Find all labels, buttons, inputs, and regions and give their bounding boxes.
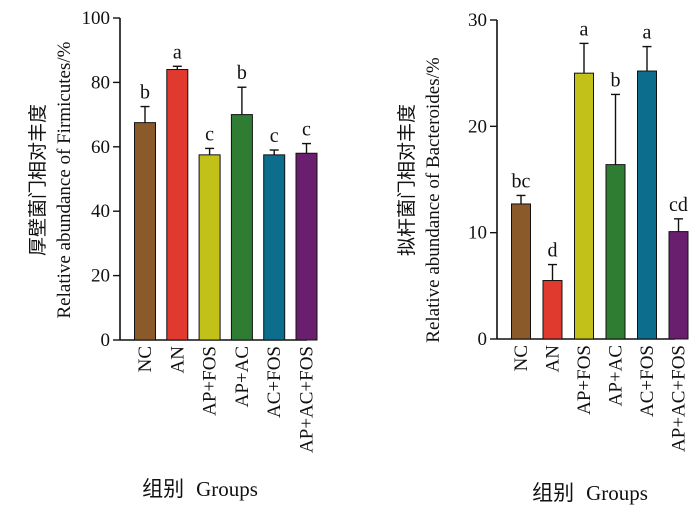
y-tick-label: 40 [91,201,110,222]
firmicutes-chart: 厚壁菌门相对丰度 Relative abundance of Firmicute… [27,8,318,501]
x-tick-label: AC+FOS [637,345,658,417]
y-tick-label: 20 [468,116,487,137]
bar-ap-ac-fos [668,231,689,340]
x-tick-label: AP+AC [606,345,627,406]
y-tick-label: 0 [478,329,488,350]
significance-label: b [140,82,150,104]
x-tick-label: AN [543,345,564,373]
y-tick-label: 30 [468,10,487,31]
x-tick-label: AP+AC+FOS [669,345,690,452]
bar-ap-ac [230,114,253,341]
significance-label: a [173,41,182,63]
chart-1-ylabel-cn: 厚壁菌门相对丰度 [27,104,49,256]
bar-ac-fos [263,154,286,341]
chart-1-xlabel-cn: 组别 [142,477,184,501]
chart-2-ylabel-en: Relative abundance of Bacteroides/% [423,57,444,343]
chart-1-ylabel-en: Relative abundance of Firmicutes/% [54,41,75,318]
bar-an [542,280,563,340]
bar-ap-fos [198,154,221,341]
chart-2-xlabel: 组别 Groups [532,481,648,505]
significance-label: c [302,119,311,141]
significance-label: b [611,69,621,91]
chart-1-xlabel-en: Groups [196,477,258,501]
x-tick-label: AN [167,346,188,374]
bar-nc [134,122,156,341]
x-tick-label: AC+FOS [264,346,285,418]
significance-label: c [270,125,279,147]
x-tick-label: AP+AC+FOS [297,346,318,453]
significance-label: a [643,22,652,44]
significance-label: b [237,62,247,84]
x-tick-label: AP+AC [232,346,253,407]
y-tick-label: 0 [101,330,111,351]
bar-ap-fos [574,72,594,340]
significance-label: bc [512,170,531,192]
chart-2-ylabel-cn: 拟杆菌门相对丰度 [396,104,418,256]
bar-ac-fos [637,70,657,340]
bar-ap-ac-fos [295,152,318,341]
x-tick-label: AP+FOS [574,345,595,415]
x-tick-label: NC [135,346,156,372]
x-tick-label: AP+FOS [200,346,221,416]
chart-1-xlabel: 组别 Groups [142,477,258,501]
x-tick-label: NC [511,345,532,371]
chart-2-xlabel-en: Groups [586,481,648,505]
bar-ap-ac [605,164,626,340]
significance-label: cd [669,194,688,216]
bar-an [166,69,189,341]
y-tick-label: 80 [91,72,110,93]
y-tick-label: 100 [82,8,111,29]
bar-nc [511,203,531,340]
significance-label: c [205,123,214,145]
y-tick-label: 60 [91,137,110,158]
significance-label: d [548,240,558,262]
y-tick-label: 10 [468,223,487,244]
y-tick-label: 20 [91,266,110,287]
chart-2-xlabel-cn: 组别 [532,481,574,505]
bacteroides-chart: 拟杆菌门相对丰度 Relative abundance of Bacteroid… [396,10,690,505]
significance-label: a [580,18,589,40]
